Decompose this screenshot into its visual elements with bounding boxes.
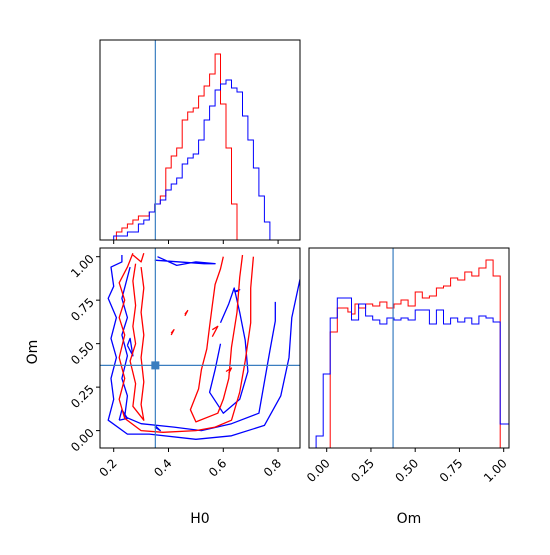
contour-1-1: [189, 254, 244, 423]
panel-contour-content: [100, 248, 300, 448]
contour-1-2: [129, 263, 145, 421]
contour-0-3: [126, 337, 134, 357]
y-axis-label-om: Om: [25, 340, 41, 365]
contour-1-7: [225, 367, 233, 374]
contour-1-5: [184, 309, 189, 317]
contour-0-2: [121, 266, 276, 432]
panel-contour-frame: [99, 247, 301, 449]
om-hist-series-1: [309, 297, 509, 449]
panel-om-marginal-background: [309, 248, 509, 448]
h0-hist-series-1: [100, 79, 300, 241]
panel-h0-marginal-frame: [99, 39, 301, 241]
x-axis-label-h0: H0: [190, 511, 209, 527]
panel-h0-marginal-content: [100, 40, 300, 244]
panel-h0-marginal: [99, 39, 301, 244]
h0-hist-series-0: [100, 53, 300, 241]
truth-marker: [151, 361, 160, 370]
contour-1-4: [170, 329, 175, 336]
panel-om-marginal-frame: [308, 247, 510, 449]
contour-1-0: [118, 252, 255, 433]
panel-om-marginal-content: [309, 248, 509, 449]
contour-0-1: [154, 256, 216, 267]
contour-0-0: [107, 255, 300, 440]
panel-h0-om-contour: 0.2 0.4 0.6 0.8 0.000.250.500.751.00 H0 Om: [25, 247, 301, 527]
x-axis-label-om: Om: [397, 511, 422, 527]
contour-0-4: [208, 287, 249, 414]
contour-0-7: [154, 424, 161, 432]
contour-1-6: [211, 325, 219, 338]
contour-0-6: [118, 409, 129, 421]
om-hist-series-0: [309, 259, 509, 449]
contour-1-3: [132, 253, 145, 263]
